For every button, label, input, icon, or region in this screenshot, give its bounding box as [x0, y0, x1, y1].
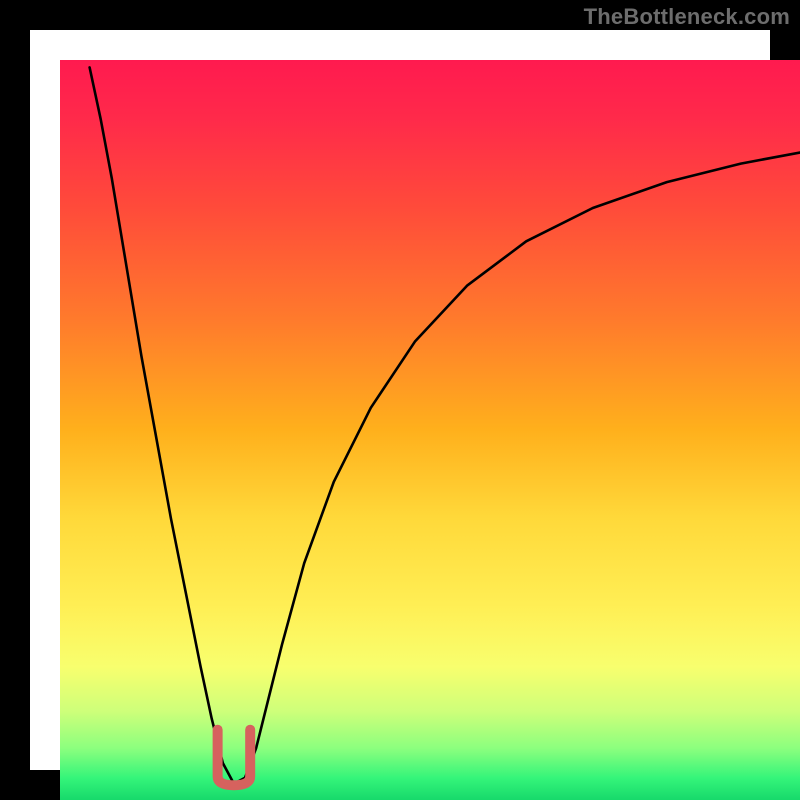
chart-svg	[60, 60, 800, 800]
bottleneck-curve	[90, 67, 800, 783]
optimal-point-marker	[218, 730, 251, 786]
chart-stage: TheBottleneck.com	[0, 0, 800, 800]
chart-frame	[0, 0, 800, 800]
plot-area	[60, 60, 800, 800]
watermark-text: TheBottleneck.com	[584, 4, 790, 30]
